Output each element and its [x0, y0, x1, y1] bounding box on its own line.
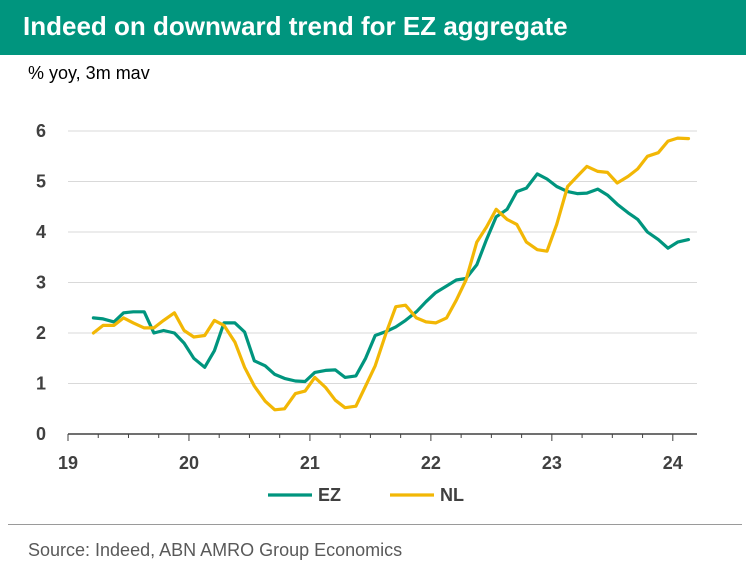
series-line-ez	[91, 172, 691, 384]
legend-label-ez: EZ	[318, 485, 341, 505]
x-tick-label-22: 22	[421, 453, 441, 473]
y-tick-label-3: 3	[36, 273, 46, 293]
x-tick-label-21: 21	[300, 453, 320, 473]
series-line-nl	[91, 136, 691, 412]
chart-subtitle: % yoy, 3m mav	[28, 63, 150, 83]
x-tick-label-24: 24	[663, 453, 683, 473]
x-tick-label-19: 19	[58, 453, 78, 473]
source-divider	[8, 524, 742, 525]
y-tick-label-4: 4	[36, 222, 46, 242]
y-tick-label-0: 0	[36, 424, 46, 444]
title-bar: Indeed on downward trend for EZ aggregat…	[0, 0, 746, 55]
legend-label-nl: NL	[440, 485, 464, 505]
chart-title: Indeed on downward trend for EZ aggregat…	[23, 11, 568, 41]
y-tick-label-2: 2	[36, 323, 46, 343]
x-tick-label-23: 23	[542, 453, 562, 473]
source-note: Source: Indeed, ABN AMRO Group Economics	[28, 540, 403, 560]
x-tick-label-20: 20	[179, 453, 199, 473]
y-tick-label-5: 5	[36, 172, 46, 192]
y-tick-label-1: 1	[36, 374, 46, 394]
y-tick-label-6: 6	[36, 121, 46, 141]
